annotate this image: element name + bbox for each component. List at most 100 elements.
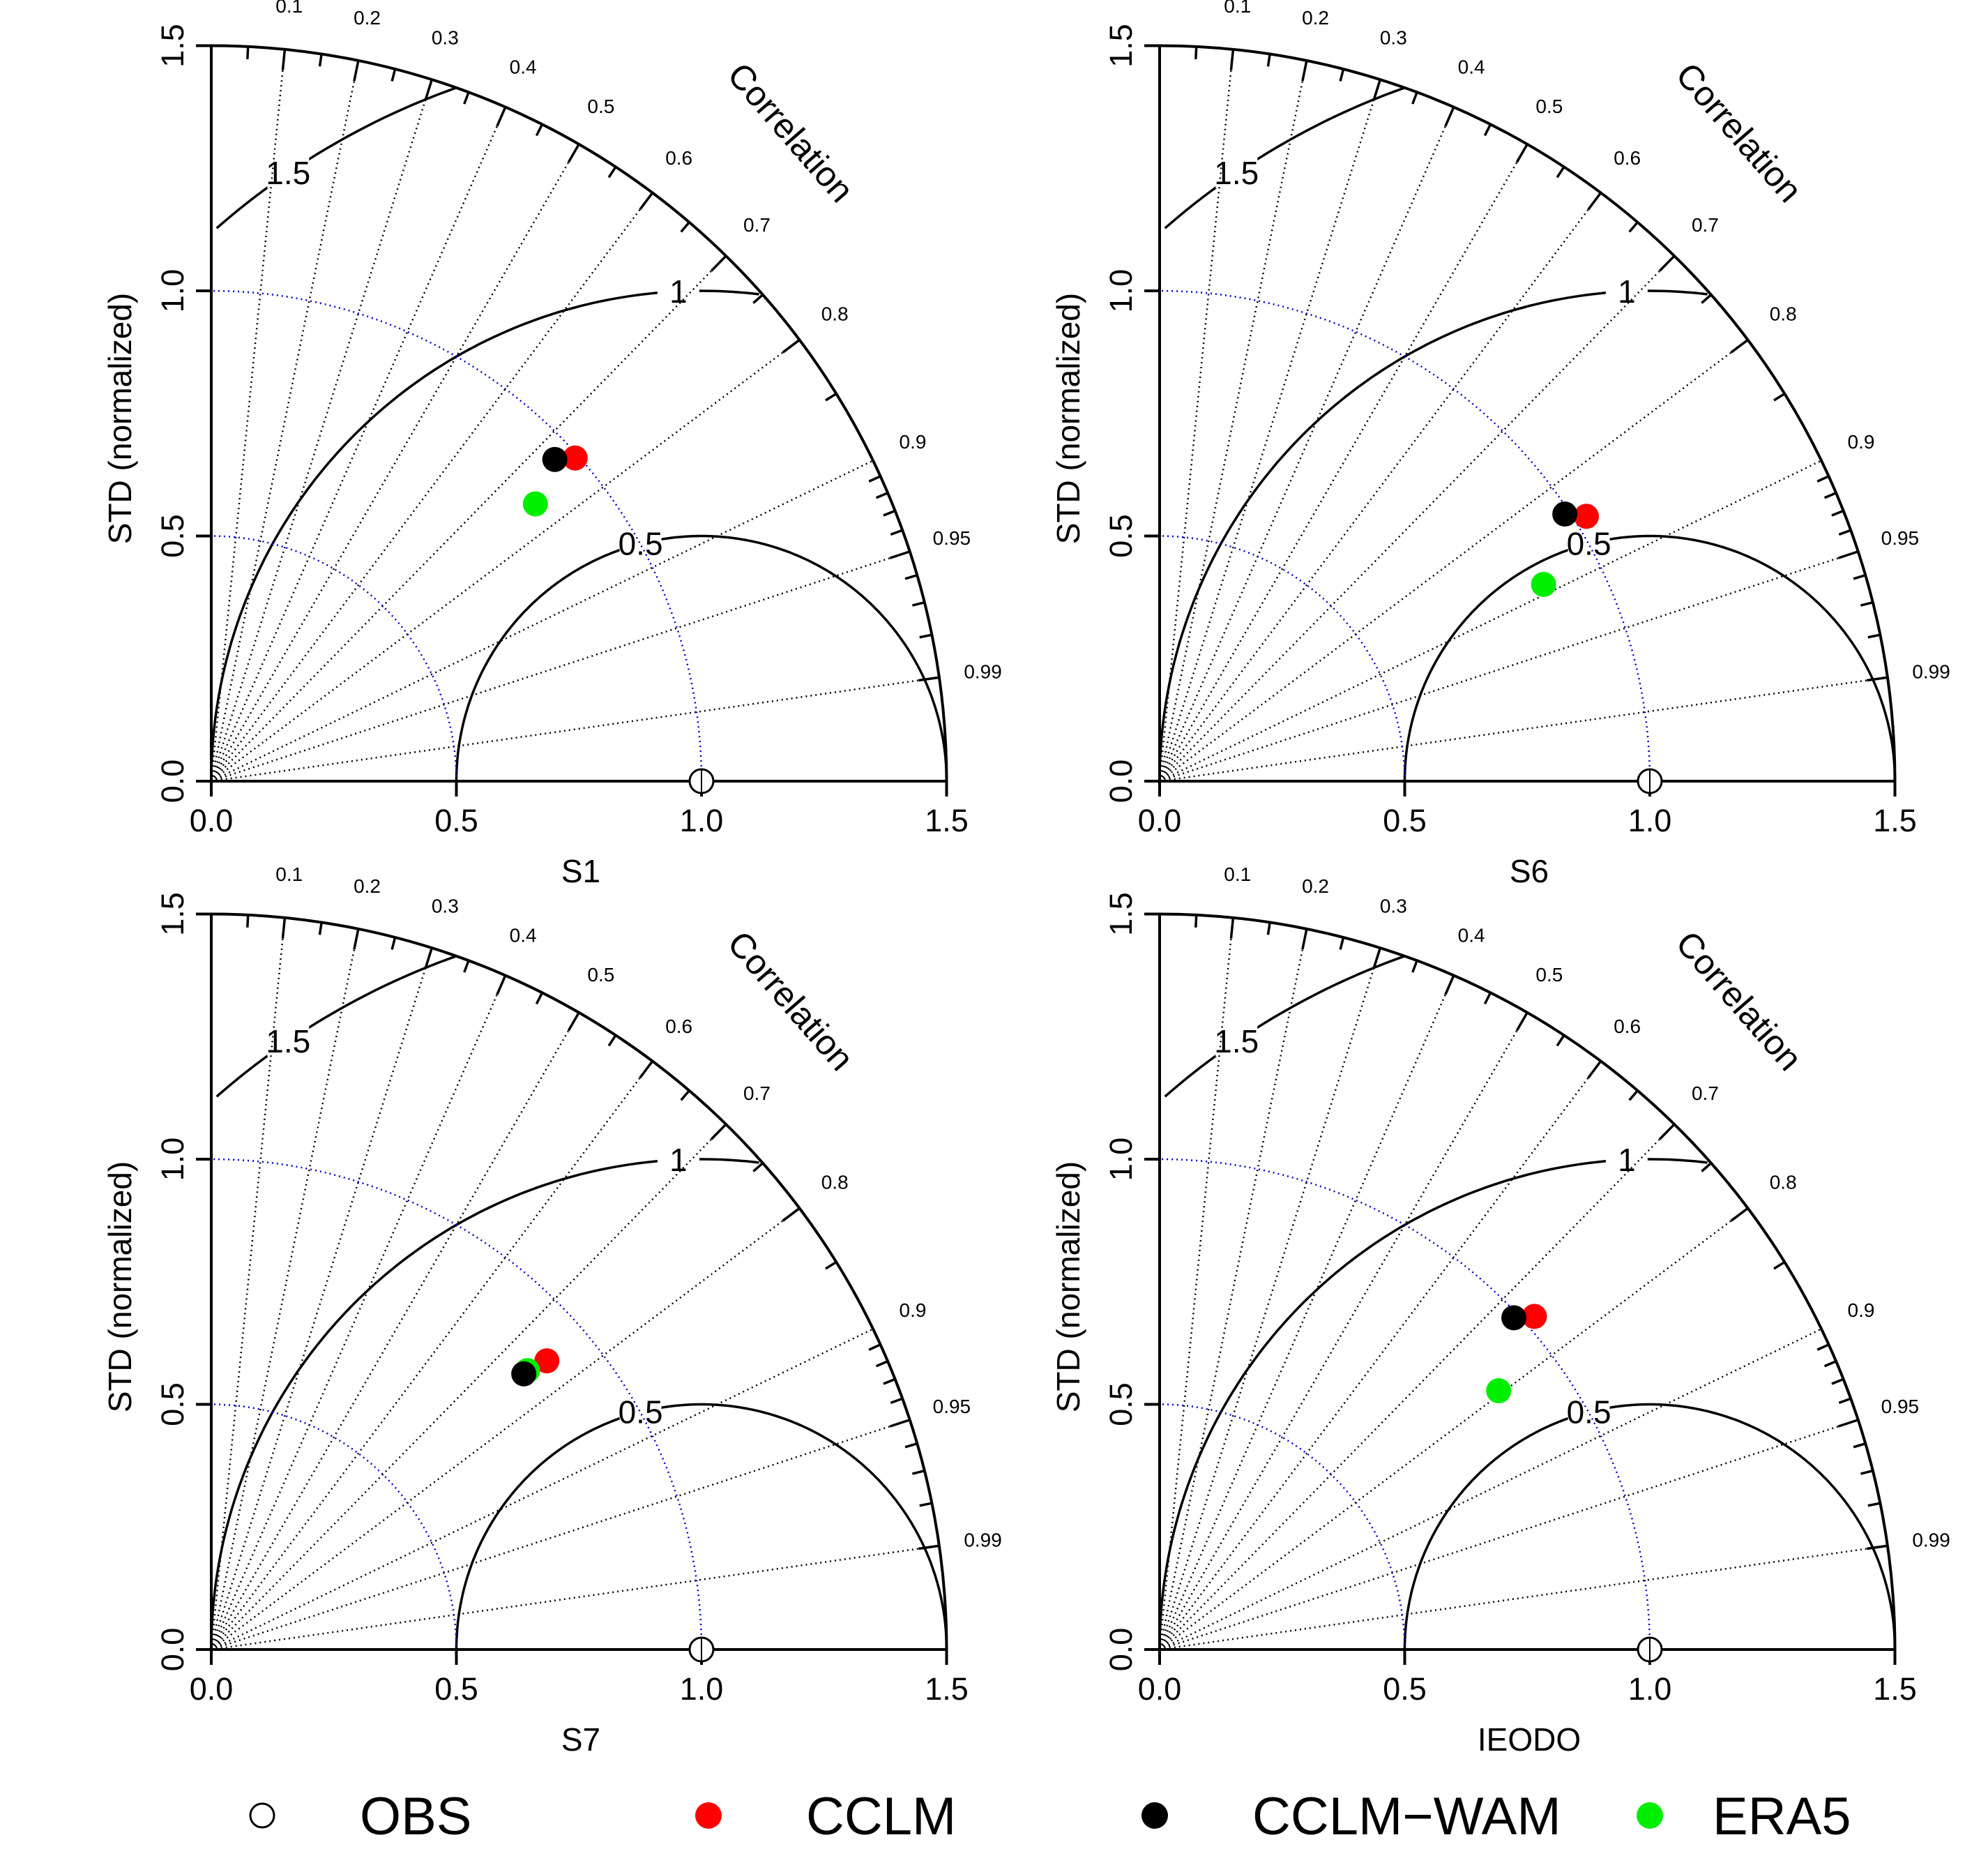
y-tick-label: 0.5 bbox=[1103, 1382, 1139, 1426]
corr-tick bbox=[463, 91, 470, 105]
point-cclm bbox=[1522, 1304, 1547, 1329]
rms-label-bg bbox=[1605, 1141, 1648, 1175]
corr-tick bbox=[904, 1442, 918, 1449]
rms-label: 1.5 bbox=[266, 155, 310, 191]
rms-label-bg bbox=[267, 1022, 310, 1057]
correlation-title: Correlation bbox=[1669, 55, 1810, 209]
corr-tick-label: 0.95 bbox=[1881, 527, 1920, 549]
rms-arc-1 bbox=[210, 1158, 759, 1650]
x-tick-label: 0.5 bbox=[1383, 1671, 1427, 1707]
legend-label-obs: OBS bbox=[360, 1787, 472, 1846]
y-axis-title: STD (normalized) bbox=[1050, 293, 1086, 544]
y-tick-label: 0.0 bbox=[1103, 1628, 1139, 1672]
point-cclm-wam bbox=[1501, 1305, 1527, 1331]
corr-radial-line bbox=[211, 1207, 800, 1651]
corr-tick bbox=[883, 1377, 896, 1385]
corr-tick bbox=[1411, 960, 1418, 973]
y-tick-label: 0.5 bbox=[1103, 514, 1139, 558]
std-ref-arc bbox=[211, 1403, 457, 1650]
corr-tick-label: 0.3 bbox=[432, 896, 459, 917]
x-tick-label: 0.0 bbox=[1138, 1671, 1182, 1707]
corr-tick bbox=[390, 937, 397, 950]
corr-tick bbox=[782, 1207, 800, 1222]
point-era5 bbox=[1486, 1377, 1512, 1403]
corr-tick bbox=[889, 1419, 911, 1428]
corr-tick bbox=[1867, 676, 1888, 682]
corr-tick-label: 0.1 bbox=[275, 0, 303, 17]
x-axis-title: S1 bbox=[561, 853, 600, 889]
corr-tick-label: 0.2 bbox=[354, 7, 381, 29]
corr-radial-line bbox=[1159, 1124, 1676, 1650]
y-tick-label: 1.0 bbox=[155, 269, 190, 313]
corr-tick bbox=[825, 1261, 837, 1270]
std-ref-arc bbox=[1159, 289, 1651, 782]
point-cclm bbox=[562, 445, 588, 471]
x-tick-label: 0.0 bbox=[190, 1671, 234, 1707]
corr-tick bbox=[607, 166, 617, 179]
rms-label: 1.5 bbox=[266, 1023, 310, 1059]
corr-tick bbox=[639, 1060, 654, 1079]
corr-tick bbox=[1823, 492, 1837, 499]
corr-radial-line bbox=[210, 917, 286, 1650]
panel-ieodo: 0.5 1 1.5 0.00.0 0.5 0.5 1.0 1.0 1.5 1.5 0.1 0.2 0.3… bbox=[1050, 863, 1950, 1758]
corr-tick bbox=[1701, 1162, 1713, 1172]
rms-label-bg bbox=[619, 525, 662, 559]
point-era5 bbox=[522, 491, 548, 517]
x-tick-label: 0.5 bbox=[1383, 803, 1427, 838]
corr-tick-label: 0.99 bbox=[964, 661, 1002, 682]
x-tick-label: 1.0 bbox=[680, 1671, 724, 1707]
corr-tick bbox=[567, 1011, 580, 1032]
corr-tick-label: 0.2 bbox=[1302, 7, 1329, 29]
y-tick-label: 0.0 bbox=[1103, 760, 1139, 803]
y-tick-label: 1.5 bbox=[155, 892, 190, 936]
std-ref-arc bbox=[211, 1158, 703, 1650]
corr-radial-line bbox=[1159, 1207, 1749, 1651]
corr-tick-label: 0.7 bbox=[743, 214, 771, 236]
correlation-title: Correlation bbox=[1669, 923, 1810, 1078]
corr-tick-label: 0.4 bbox=[1458, 925, 1485, 946]
rms-label: 1 bbox=[1618, 1142, 1636, 1178]
corr-tick bbox=[639, 192, 654, 211]
rms-arc-0.5 bbox=[455, 1403, 948, 1650]
rms-label-bg bbox=[1605, 273, 1648, 307]
y-tick-label: 1.5 bbox=[155, 24, 190, 68]
corr-tick bbox=[911, 601, 925, 607]
corr-tick bbox=[1853, 574, 1866, 580]
corr-tick bbox=[1229, 917, 1235, 939]
corr-radial-line bbox=[211, 339, 800, 782]
corr-tick-label: 0.5 bbox=[587, 96, 614, 117]
legend-marker-obs bbox=[249, 1802, 275, 1829]
corr-tick bbox=[680, 221, 690, 233]
corr-tick-label: 0.99 bbox=[1912, 661, 1950, 682]
corr-tick bbox=[353, 928, 360, 950]
corr-radial-line bbox=[210, 1012, 580, 1650]
corr-tick-label: 0.95 bbox=[1881, 1396, 1920, 1417]
corr-tick-label: 0.1 bbox=[1224, 863, 1251, 885]
x-tick-label: 1.5 bbox=[925, 803, 969, 838]
std-ref-arc bbox=[1159, 1403, 1406, 1650]
correlation-title: Correlation bbox=[720, 55, 862, 209]
corr-tick-label: 0.99 bbox=[1912, 1529, 1950, 1550]
corr-tick bbox=[1301, 928, 1308, 950]
y-tick-label: 1.0 bbox=[155, 1138, 190, 1182]
corr-tick bbox=[883, 509, 896, 517]
y-tick-label: 0.0 bbox=[155, 1628, 190, 1672]
corr-tick-label: 0.9 bbox=[900, 1299, 927, 1321]
rms-label-bg bbox=[657, 273, 699, 307]
corr-radial-line bbox=[1159, 339, 1749, 783]
std-ref-arc bbox=[1159, 535, 1406, 782]
corr-tick bbox=[1867, 633, 1881, 639]
corr-tick bbox=[1515, 143, 1528, 163]
x-tick-label: 1.5 bbox=[1873, 1671, 1917, 1707]
x-axis-title: S7 bbox=[561, 1721, 600, 1758]
corr-tick bbox=[424, 79, 434, 100]
corr-radial-line bbox=[1159, 550, 1859, 783]
corr-tick bbox=[868, 475, 881, 483]
rms-label: 1 bbox=[669, 1142, 688, 1178]
corr-tick bbox=[463, 960, 470, 973]
corr-tick-label: 0.1 bbox=[1224, 0, 1251, 17]
rms-arc-1.5 bbox=[215, 86, 457, 229]
corr-tick-label: 0.4 bbox=[510, 925, 537, 946]
rms-arc-0.5 bbox=[455, 534, 948, 781]
